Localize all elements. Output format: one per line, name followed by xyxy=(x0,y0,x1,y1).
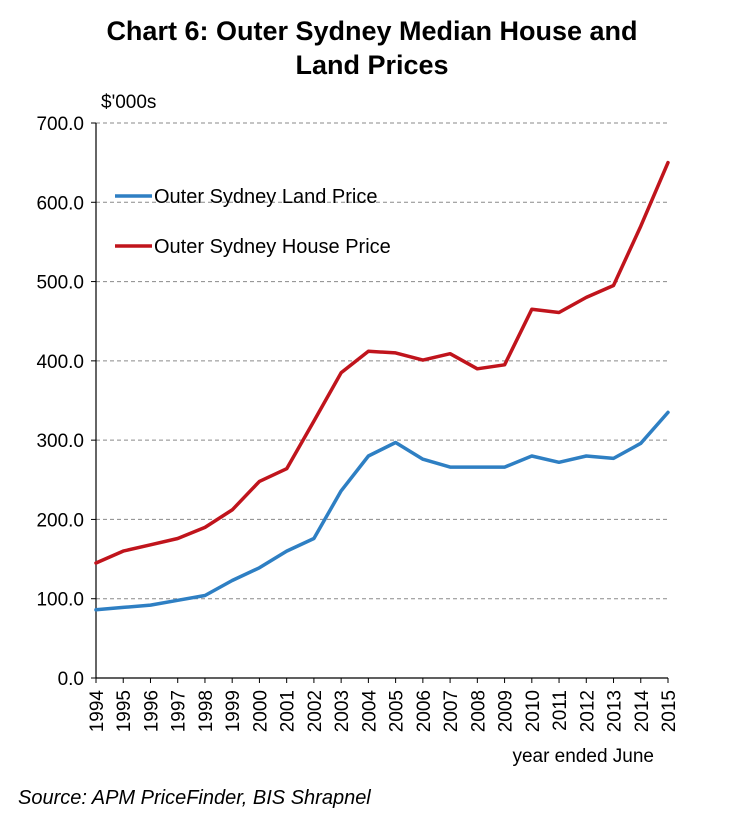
x-tick-label: 2009 xyxy=(496,690,517,732)
legend-label: Outer Sydney Land Price xyxy=(154,186,377,208)
y-tick-label: 100.0 xyxy=(36,590,84,611)
series-lines xyxy=(94,160,670,612)
legend: Outer Sydney Land Price Outer Sydney Hous… xyxy=(115,186,391,258)
source-note: Source: APM PriceFinder, BIS Shrapnel xyxy=(18,787,371,809)
y-tick-label: 600.0 xyxy=(36,193,84,214)
x-tick-label: 1997 xyxy=(169,690,190,732)
chart-title-line-1: Chart 6: Outer Sydney Median House and xyxy=(106,16,638,46)
y-tick-label: 500.0 xyxy=(36,273,84,294)
y-tick-label: 300.0 xyxy=(36,431,84,452)
x-tick-label: 1996 xyxy=(141,690,162,732)
chart-title: Chart 6: Outer Sydney Median House and L… xyxy=(0,14,744,82)
x-tick-labels: 1994 1995 1996 1997 1998 1999 2000 2001 2002 2003… xyxy=(87,690,680,733)
x-tick-label: 2010 xyxy=(523,690,544,732)
series-line-land-price xyxy=(94,410,670,612)
chart-title-line-2: Land Prices xyxy=(295,50,449,80)
x-tick-label: 1999 xyxy=(223,690,244,732)
x-tick-label: 2005 xyxy=(387,690,408,732)
axes xyxy=(91,122,669,683)
x-tick-label: 1995 xyxy=(114,690,135,732)
x-tick-label: 2007 xyxy=(441,690,462,732)
y-axis-unit-label: $'000s xyxy=(101,92,157,113)
x-tick-label: 2013 xyxy=(605,690,626,732)
x-tick-label: 2003 xyxy=(332,690,353,732)
series-line-house-price xyxy=(94,160,670,565)
x-tick-label: 2002 xyxy=(305,690,326,732)
y-tick-label: 700.0 xyxy=(36,114,84,135)
legend-label: Outer Sydney House Price xyxy=(154,236,391,258)
grid-lines xyxy=(96,122,668,600)
x-tick-label: 2000 xyxy=(250,690,271,732)
x-tick-label: 2015 xyxy=(659,690,680,732)
x-tick-label: 2006 xyxy=(414,690,435,732)
x-tick-label: 1998 xyxy=(196,690,217,732)
x-tick-label: 2004 xyxy=(359,690,380,733)
x-tick-label: 2012 xyxy=(577,690,598,732)
y-tick-labels: 0.0 100.0 200.0 300.0 400.0 500.0 600.0 700.0 xyxy=(36,114,84,690)
x-tick-label: 2008 xyxy=(468,690,489,732)
x-tick-label: 2001 xyxy=(278,690,299,732)
y-tick-label: 200.0 xyxy=(36,510,84,531)
x-tick-label: 1994 xyxy=(87,690,108,733)
y-tick-label: 0.0 xyxy=(58,669,84,690)
x-tick-label: 2014 xyxy=(632,690,653,733)
x-axis-label: year ended June xyxy=(512,746,654,767)
x-tick-label: 2011 xyxy=(550,690,571,731)
y-tick-label: 400.0 xyxy=(36,352,84,373)
